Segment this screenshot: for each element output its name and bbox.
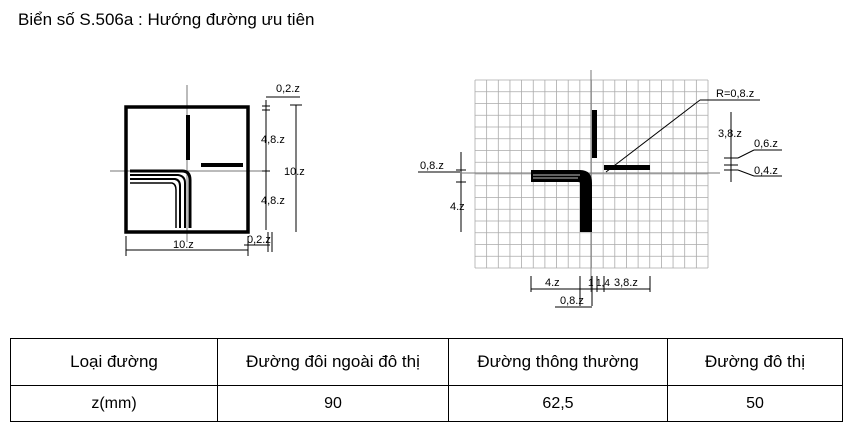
right-dim-bottom-right: 3,8.z	[614, 277, 638, 289]
right-dim-bottom-a: 1	[588, 278, 594, 289]
left-outer-border	[124, 105, 250, 234]
value-normal-road: 62,5	[448, 385, 668, 422]
right-sign-figure: R=0,8.z 3,8.z 0,6.z 0,4.z 0,8.z 4.z 4.z …	[418, 70, 782, 308]
header-road-type: Loại đường	[10, 338, 218, 386]
left-dim-height: 10.z	[284, 166, 305, 178]
page-title: Biển số S.506a : Hướng đường ưu tiên	[18, 10, 315, 29]
row-label-z: z(mm)	[10, 385, 218, 422]
header-urban-road: Đường đô thị	[667, 338, 843, 386]
sign-diagram: 0,2.z 4,8.z 4,8.z 10.z 10.z 0,2.z	[110, 70, 782, 308]
right-dim-bottom-left: 4.z	[545, 277, 560, 289]
right-main-arm	[531, 170, 592, 232]
right-radius-label: R=0,8.z	[716, 88, 754, 100]
right-right-arm	[604, 165, 650, 170]
value-double-road: 90	[217, 385, 449, 422]
value-urban-road: 50	[667, 385, 843, 422]
left-main-arm	[130, 169, 192, 228]
left-dim-upper-right: 4,8.z	[261, 134, 285, 146]
left-dim-width: 10.z	[173, 239, 194, 251]
right-dim-gap-right: 0,6.z	[754, 138, 778, 150]
header-double-road: Đường đôi ngoài đô thị	[217, 338, 449, 386]
right-dim-left-arm: 4.z	[450, 201, 465, 213]
left-upper-arm	[186, 115, 190, 160]
right-dim-arm-right: 3,8.z	[718, 128, 742, 140]
right-dim-bottom-stroke: 0,8.z	[560, 295, 584, 307]
z-value-table: Loại đường Đường đôi ngoài đô thị Đường …	[10, 338, 843, 422]
header-normal-road: Đường thông thường	[448, 338, 668, 386]
right-dim-bottom-b: 1,4	[596, 278, 610, 289]
left-dim-lower-right: 4,8.z	[261, 195, 285, 207]
left-dim-bottom-gap: 0,2.z	[247, 234, 271, 246]
left-dim-top-gap: 0,2.z	[276, 83, 300, 95]
right-upper-arm	[592, 110, 597, 158]
left-right-arm	[201, 163, 243, 167]
right-dim-left-stroke: 0,8.z	[420, 160, 444, 172]
left-sign-figure: 0,2.z 4,8.z 4,8.z 10.z 10.z 0,2.z	[110, 83, 305, 256]
right-dim-stroke-right: 0,4.z	[754, 165, 778, 177]
